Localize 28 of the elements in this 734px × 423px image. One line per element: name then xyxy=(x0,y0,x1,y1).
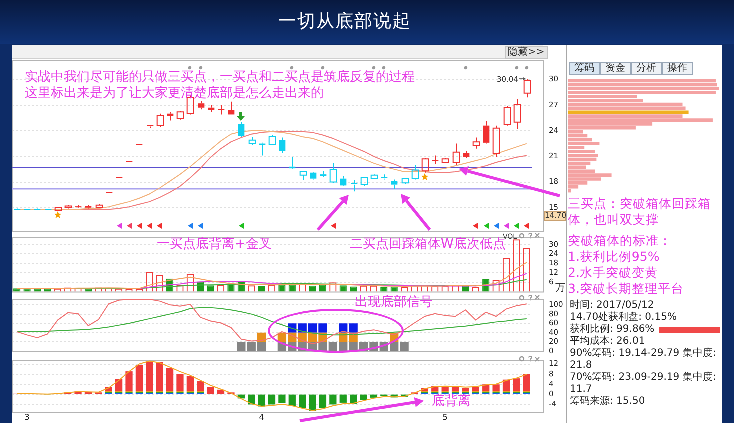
text: 3.突破长期整理平台 xyxy=(568,281,685,297)
text: 隐藏>> xyxy=(505,46,548,59)
chart-title: 一切从底部说起 xyxy=(278,10,412,33)
text: 时间: 2017/05/12 xyxy=(570,300,654,311)
x-tick-label: 3 xyxy=(24,412,30,422)
annotation: 这里标出来是为了让大家更清楚底部是怎么走出来的 xyxy=(25,86,324,102)
x-tick-label: 5 xyxy=(442,412,448,422)
text: 平均成本: 26.01 xyxy=(570,336,646,347)
text: 操作 xyxy=(662,62,693,75)
text: 2.水手突破变黄 xyxy=(568,265,659,281)
text: 三买点：突破箱体回踩箱体，也叫双支撑 xyxy=(568,196,712,228)
y-axis-title: 万 xyxy=(556,282,566,294)
annotation: 实战中我们尽可能的只做三买点，一买点和二买点是筑底反复的过程 xyxy=(25,70,415,86)
text: 分析 xyxy=(631,62,662,75)
x-tick-label: 4 xyxy=(259,412,264,422)
text: 筹码来源: 15.50 xyxy=(570,396,646,407)
text: 1.获利比例95% xyxy=(568,249,661,265)
annotation: 底背离 xyxy=(432,394,471,409)
text: 资金 xyxy=(600,62,631,75)
text: 获利比例: 99.86% xyxy=(570,324,655,336)
text: 70%筹码: 23.09-29.19 集中度: 11.7 xyxy=(570,372,716,395)
annotation: 出现底部信号 xyxy=(355,295,433,311)
text: 筹码 xyxy=(569,62,600,75)
text: 突破箱体的标准： xyxy=(568,233,673,249)
text: 90%筹码: 19.14-29.79 集中度: 21.8 xyxy=(570,348,716,371)
annotation: 一买点底背离+金叉 xyxy=(157,237,272,253)
text: 14.70处获利盘: 0.15% xyxy=(570,312,677,323)
annotation: 二买点回踩箱体W底次低点 xyxy=(350,237,506,253)
